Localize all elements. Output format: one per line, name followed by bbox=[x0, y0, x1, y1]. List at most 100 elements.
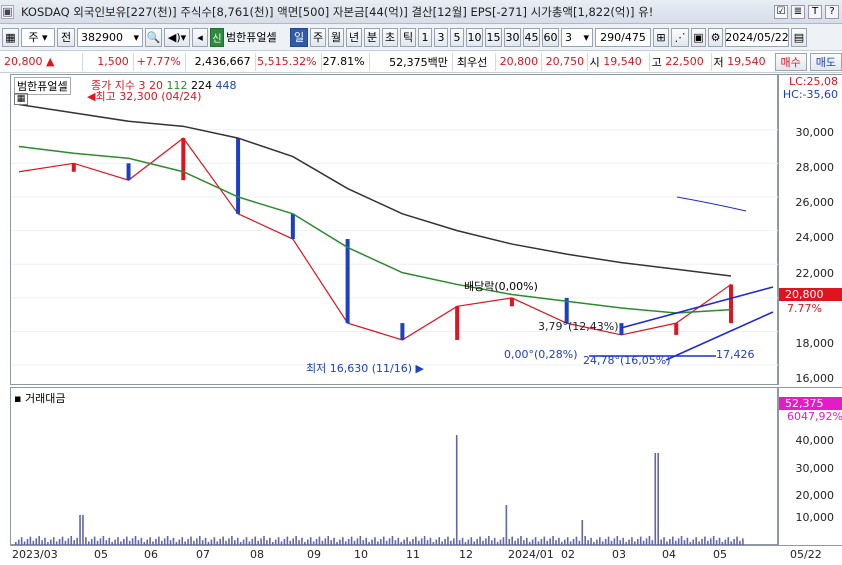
prev-icon[interactable]: ◂ bbox=[192, 27, 208, 47]
volume-chart bbox=[15, 435, 744, 545]
volume-bar bbox=[415, 536, 417, 545]
volume-bar bbox=[540, 539, 543, 545]
kind-button[interactable]: 전 bbox=[57, 27, 75, 47]
min-10[interactable]: 10 bbox=[466, 27, 483, 47]
volume-bar bbox=[58, 539, 61, 545]
candle bbox=[400, 323, 405, 340]
volume-bar bbox=[99, 538, 102, 545]
volume-pane[interactable]: ▪ 거래대금 bbox=[10, 387, 778, 545]
volume-bar bbox=[493, 537, 496, 545]
up-arrow-icon: ▲ bbox=[46, 55, 55, 68]
volume-bar bbox=[158, 536, 160, 545]
grid-icon[interactable]: ▦ bbox=[2, 27, 19, 47]
sound-icon[interactable]: ◀)▾ bbox=[164, 27, 190, 47]
volume-bar bbox=[496, 542, 499, 545]
volume-bar bbox=[73, 540, 75, 545]
v-tick: 20,000 bbox=[795, 489, 835, 502]
min-1[interactable]: 1 bbox=[418, 27, 432, 47]
volume-current-pct: 6047,92% bbox=[787, 410, 842, 423]
change: 1,500 bbox=[83, 52, 134, 71]
volume-bar bbox=[79, 515, 81, 545]
min-60[interactable]: 60 bbox=[542, 27, 559, 47]
text-button[interactable]: T bbox=[808, 4, 822, 19]
volume-bar bbox=[41, 540, 43, 545]
sell-button[interactable]: 매도 bbox=[809, 52, 842, 71]
turnover: 27.81% bbox=[322, 52, 370, 71]
volume-bar bbox=[344, 541, 347, 545]
volume-bar bbox=[575, 536, 578, 545]
date-input[interactable]: 2024/05/22 bbox=[725, 27, 789, 47]
volume-bar bbox=[593, 542, 595, 545]
stock-code-input[interactable]: 382900 ▾ bbox=[77, 27, 143, 47]
volume-bar bbox=[93, 536, 96, 545]
tab-second[interactable]: 초 bbox=[382, 27, 398, 47]
volume-bar bbox=[531, 539, 534, 545]
tab-day[interactable]: 일 bbox=[290, 27, 308, 47]
volume-bar bbox=[82, 515, 84, 545]
legend-ma-20: 20 bbox=[148, 79, 163, 92]
market-select[interactable]: 주 ▾ bbox=[21, 27, 55, 47]
volume-bar bbox=[143, 542, 146, 545]
volume-bar bbox=[607, 536, 610, 545]
volume-bar bbox=[409, 541, 411, 545]
toolbar: ▦ 주 ▾ 전 382900 ▾ 🔍 ◀)▾ ◂ 신 범한퓨얼셀 일 주 월 년 … bbox=[0, 24, 842, 51]
volume-bar bbox=[277, 537, 280, 545]
volume-bar bbox=[371, 539, 373, 545]
y-tick: 26,000 bbox=[795, 196, 835, 209]
chart-icon[interactable]: ⊞ bbox=[653, 27, 669, 47]
volume-bar bbox=[590, 537, 592, 545]
volume-bar bbox=[645, 538, 648, 545]
volume-bar bbox=[669, 539, 671, 545]
list-button[interactable]: ≣ bbox=[791, 4, 805, 19]
v-tick: 40,000 bbox=[795, 434, 835, 447]
volume-bar bbox=[584, 536, 586, 545]
volume-bar bbox=[219, 539, 221, 545]
new-badge-icon: 신 bbox=[210, 27, 224, 47]
price-pane[interactable]: 범한퓨얼셀 종가 지수 3 20 112 224 448 ▦ ◀최고 32,30… bbox=[10, 74, 779, 385]
x-tick: 06 bbox=[144, 548, 158, 561]
x-tick: 02 bbox=[561, 548, 575, 561]
volume-bar bbox=[35, 538, 38, 545]
volume-bar bbox=[52, 537, 55, 545]
tab-minute[interactable]: 분 bbox=[364, 27, 380, 47]
ann-a2: 24,78°(16,05%) bbox=[583, 354, 671, 367]
grid-toggle-icon[interactable]: ▦ bbox=[14, 93, 28, 105]
settings-icon[interactable]: ⚙ bbox=[708, 27, 723, 47]
tab-month[interactable]: 월 bbox=[328, 27, 344, 47]
volume-bar bbox=[356, 538, 359, 545]
min-5[interactable]: 5 bbox=[450, 27, 464, 47]
volume-bar bbox=[362, 540, 365, 545]
range-input[interactable]: 290/475 bbox=[595, 27, 651, 47]
volume-bar bbox=[523, 540, 525, 545]
volume-bar bbox=[61, 536, 64, 545]
line-icon[interactable]: ⋰ bbox=[671, 27, 689, 47]
volume-bar bbox=[563, 539, 566, 545]
volume-axis: 52,375 6047,92% 40,000 30,000 20,000 10,… bbox=[778, 387, 842, 545]
min-45[interactable]: 45 bbox=[523, 27, 540, 47]
help-button[interactable]: ? bbox=[825, 4, 839, 19]
tab-tick[interactable]: 틱 bbox=[400, 27, 416, 47]
volume-bar bbox=[514, 540, 516, 545]
count-select[interactable]: 3 ▾ bbox=[561, 27, 593, 47]
volume-bar bbox=[239, 542, 242, 545]
calendar-icon[interactable]: ▤ bbox=[791, 27, 807, 47]
min-30[interactable]: 30 bbox=[504, 27, 521, 47]
x-tick: 2024/01 bbox=[508, 548, 554, 561]
ann-dividend: 배당락(0,00%) bbox=[464, 280, 538, 293]
search-icon[interactable]: 🔍 bbox=[145, 27, 162, 47]
options-button[interactable]: ☑ bbox=[774, 4, 788, 19]
tab-week[interactable]: 주 bbox=[310, 27, 326, 47]
buy-button[interactable]: 매수 bbox=[774, 52, 807, 71]
tab-year[interactable]: 년 bbox=[346, 27, 362, 47]
volume-bar bbox=[712, 536, 715, 545]
min-15[interactable]: 15 bbox=[485, 27, 502, 47]
volume-bar bbox=[140, 537, 143, 545]
volume-bar bbox=[32, 540, 35, 545]
volume-bar bbox=[508, 539, 511, 545]
volume-bar bbox=[29, 536, 32, 545]
quote-bar: 20,800 ▲ 1,500 +7.77% 2,436,667 5,515.32… bbox=[0, 51, 842, 73]
volume-bar bbox=[20, 537, 23, 545]
min-3[interactable]: 3 bbox=[434, 27, 448, 47]
volume-bar bbox=[715, 540, 718, 545]
save-icon[interactable]: ▣ bbox=[691, 27, 706, 47]
